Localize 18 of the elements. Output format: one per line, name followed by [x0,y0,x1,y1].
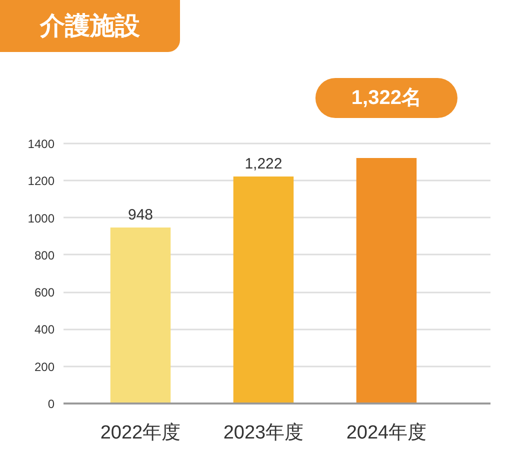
bar [110,227,171,404]
y-tick-label: 1400 [28,137,55,151]
y-tick-label: 0 [48,397,55,411]
y-tick-label: 400 [34,322,55,337]
data-label: 948 [128,206,154,224]
annotation: 1,322名 [351,86,422,109]
x-tick-label: 2023年度 [223,422,304,444]
y-tick-label: 200 [34,360,55,374]
x-tick-label: 2024年度 [346,422,427,444]
y-tick-label: 800 [34,248,55,262]
y-tick-label: 600 [34,286,55,300]
y-tick-label: 1200 [28,174,55,188]
chart-title: 介護施設 [40,11,140,42]
bar [356,158,417,404]
y-tick-label: 1000 [28,211,55,226]
bar [233,176,294,404]
x-tick-label: 2022年度 [100,422,181,444]
data-label: 1,222 [244,156,282,173]
